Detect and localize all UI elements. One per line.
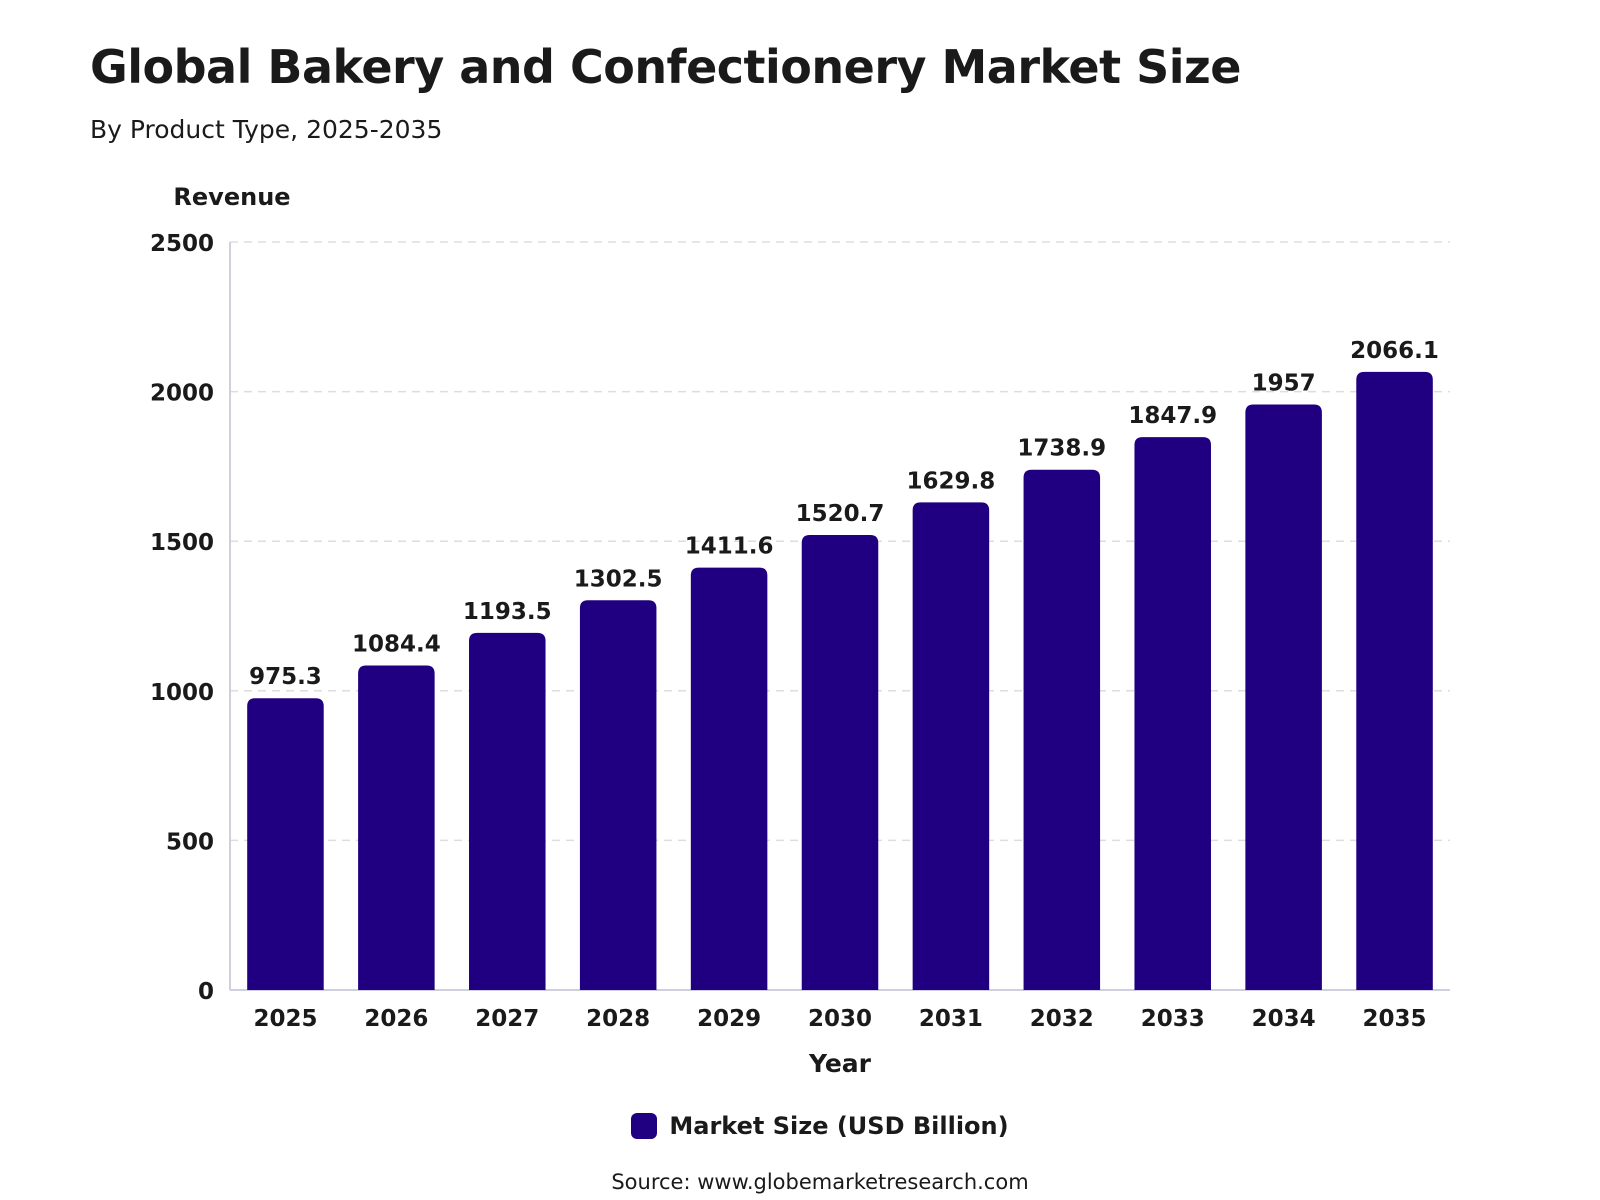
x-tick-label-2031: 2031 [919,1006,983,1032]
y-tick-label: 500 [166,829,214,855]
x-tick-label-2028: 2028 [586,1006,650,1032]
y-axis-label: Revenue [173,183,290,211]
bar-2028 [579,600,657,990]
x-tick-label-2027: 2027 [475,1006,539,1032]
chart-subtitle: By Product Type, 2025-2035 [90,115,443,144]
legend: Market Size (USD Billion) [0,1112,1600,1140]
y-tick-labels: 0 500 1000 1500 2000 2500 [150,231,214,1005]
data-label-2035: 2066.1 [1350,338,1439,364]
data-label-2034: 1957 [1252,370,1316,396]
data-label-2033: 1847.9 [1128,403,1217,429]
source-note: Source: www.globemarketresearch.com [0,1170,1600,1194]
x-tick-label-2033: 2033 [1141,1006,1205,1032]
x-axis-label: Year [808,1049,872,1078]
bar-2035 [1356,371,1433,990]
data-labels: 975.3 1084.4 1193.5 1302.5 1411.6 1520.7 1629.… [249,338,1439,690]
x-tick-label-2035: 2035 [1363,1006,1427,1032]
y-tick-label: 0 [198,979,214,1005]
bar-2025 [247,698,324,990]
bar-2032 [1023,469,1101,990]
legend-label: Market Size (USD Billion) [669,1112,1009,1140]
bar-2034 [1245,404,1322,991]
data-label-2032: 1738.9 [1017,436,1106,462]
x-tick-label-2026: 2026 [364,1006,428,1032]
x-tick-label-2029: 2029 [697,1006,761,1032]
source-label: Source: [611,1170,691,1194]
bar-2029 [690,567,768,990]
bar-2033 [1134,437,1211,991]
y-tick-label: 2000 [150,381,214,407]
x-tick-label-2025: 2025 [253,1006,317,1032]
bar-2030 [801,535,879,990]
bar-2026 [358,665,435,990]
data-label-2026: 1084.4 [352,632,441,658]
legend-swatch [631,1113,658,1139]
x-tick-label-2032: 2032 [1030,1006,1094,1032]
y-tick-label: 2500 [150,231,214,257]
data-label-2025: 975.3 [249,664,322,690]
data-label-2028: 1302.5 [574,566,663,592]
data-label-2029: 1411.6 [685,534,774,560]
bar-2027 [469,632,546,990]
x-tick-label-2030: 2030 [808,1006,872,1032]
y-tick-label: 1500 [150,530,214,556]
source-url[interactable]: www.globemarketresearch.com [697,1170,1029,1194]
bars [247,371,1433,991]
x-tick-labels: 2025 2026 2027 2028 2029 2030 2031 2032 2033 2034… [253,1006,1426,1032]
y-tick-label: 1000 [150,680,214,706]
data-label-2027: 1193.5 [463,599,552,625]
x-tick-label-2034: 2034 [1252,1006,1316,1032]
data-label-2031: 1629.8 [907,468,996,494]
bar-2031 [912,502,990,990]
data-label-2030: 1520.7 [796,501,885,527]
chart-title: Global Bakery and Confectionery Market S… [90,40,1241,94]
